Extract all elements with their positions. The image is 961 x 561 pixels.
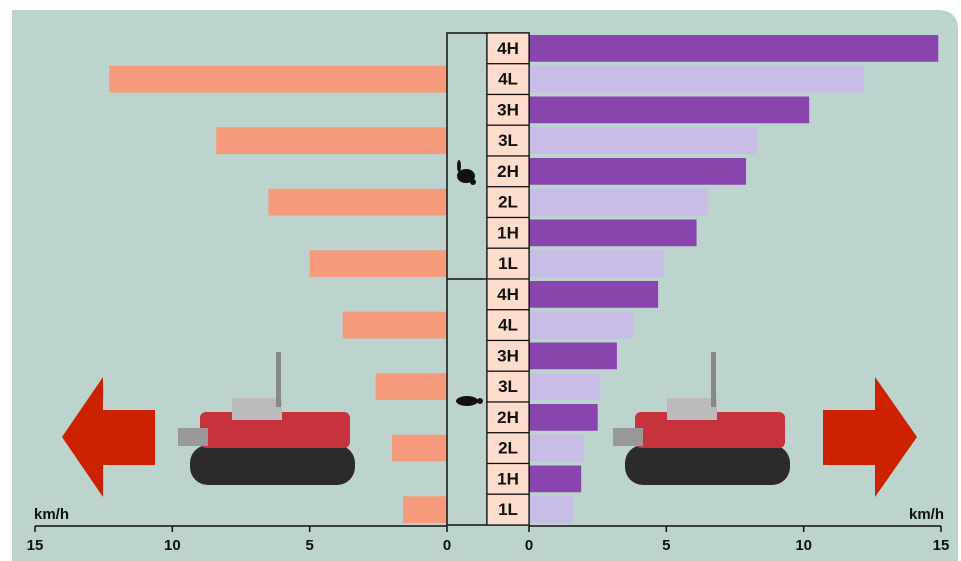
reverse-bar [268, 188, 447, 216]
gear-cell [486, 462, 530, 495]
forward-bar [529, 250, 664, 277]
forward-bar [529, 342, 617, 370]
gear-label: 1L [498, 254, 518, 273]
tractor-left [178, 352, 355, 485]
gear-label: 2H [497, 408, 519, 427]
rabbit-icon [457, 160, 476, 185]
forward-bar [529, 311, 634, 339]
gear-label: 1H [497, 469, 519, 488]
gear-label: 3H [497, 346, 519, 365]
gear-label: 3H [497, 100, 519, 119]
x-tick-label: 15 [27, 537, 44, 554]
reverse-bar [403, 496, 447, 523]
reverse-bar [375, 373, 447, 400]
x-tick-label: 10 [164, 537, 181, 554]
reverse-bar [216, 127, 447, 154]
right-axis-unit: km/h [909, 506, 944, 523]
gear-label: 4H [497, 285, 519, 304]
forward-bar [529, 373, 601, 400]
gear-label: 1L [498, 500, 518, 519]
x-tick-label: 0 [443, 537, 451, 554]
gear-cell [486, 370, 530, 403]
reverse-arrow [62, 377, 155, 497]
gear-label: 3L [498, 377, 518, 396]
gear-cell [486, 493, 530, 526]
tractor-right [613, 352, 790, 485]
forward-bar [529, 188, 708, 216]
gear-cell [486, 63, 530, 96]
forward-bar [529, 496, 573, 523]
x-tick-label: 5 [305, 537, 313, 554]
gear-label: 2L [498, 439, 518, 458]
gear-cell [486, 309, 530, 342]
reverse-bar [342, 311, 447, 339]
forward-bar [529, 96, 810, 124]
left-axis-unit: km/h [34, 506, 69, 523]
forward-bar [529, 158, 746, 185]
reverse-bar [109, 65, 447, 93]
gear-label: 2L [498, 193, 518, 212]
gear-label: 4L [498, 70, 518, 89]
gear-label: 4L [498, 316, 518, 335]
gear-cell [486, 278, 530, 311]
reverse-bar [309, 250, 447, 277]
x-tick-label: 5 [662, 537, 670, 554]
gear-cell [486, 32, 530, 65]
forward-bar [529, 219, 697, 247]
gear-cell [486, 93, 530, 126]
forward-bar [529, 127, 757, 154]
gear-label: 2H [497, 162, 519, 181]
gear-label: 3L [498, 131, 518, 150]
forward-bar [529, 35, 939, 62]
x-tick-label: 0 [525, 537, 533, 554]
x-tick-label: 15 [933, 537, 950, 554]
forward-bar [529, 465, 582, 493]
gear-cell [486, 432, 530, 465]
forward-arrow [823, 377, 917, 497]
gear-label: 1H [497, 223, 519, 242]
gear-cell [486, 155, 530, 188]
forward-bar [529, 434, 584, 462]
reverse-bar [392, 434, 447, 462]
x-tick-label: 10 [795, 537, 812, 554]
gear-label: 4H [497, 39, 519, 58]
gear-cell [486, 401, 530, 434]
forward-bar [529, 65, 865, 93]
forward-bar [529, 281, 659, 308]
forward-bar [529, 404, 598, 431]
panel [12, 10, 958, 561]
turtle-icon [456, 396, 483, 406]
